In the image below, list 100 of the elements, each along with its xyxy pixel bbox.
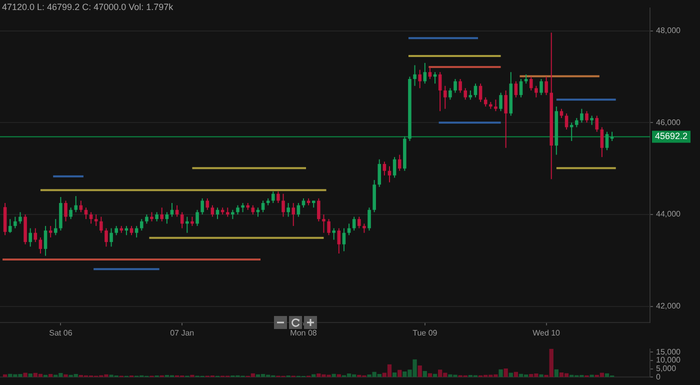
- candlestick: [236, 204, 240, 215]
- candlestick: [272, 191, 275, 204]
- bar: [48, 374, 53, 378]
- x-tick-label: Mon 08: [290, 328, 318, 338]
- candlestick: [605, 131, 609, 151]
- candlestick: [160, 207, 164, 222]
- candlestick: [74, 196, 78, 213]
- candlestick: [110, 228, 113, 248]
- candlestick: [100, 216, 103, 234]
- bar: [418, 366, 422, 378]
- bar: [312, 374, 316, 378]
- annotation: 47120.0 L: 46799.2 C: 47000.0 Vol: 1.797k: [2, 2, 174, 12]
- candlestick: [124, 225, 128, 236]
- candlestick: [499, 92, 502, 112]
- candlestick: [114, 225, 118, 236]
- candlestick: [534, 85, 538, 98]
- candlestick: [175, 204, 179, 218]
- candlestick: [196, 209, 199, 226]
- candlestick: [332, 228, 336, 240]
- y-tick-label: 10,000: [656, 356, 682, 365]
- candlestick: [524, 74, 528, 84]
- candlestick: [84, 207, 88, 220]
- candlestick: [342, 228, 346, 252]
- candlestick: [261, 200, 265, 213]
- candlestick: [388, 166, 392, 183]
- candlestick: [190, 216, 194, 226]
- candlestick: [226, 207, 230, 218]
- candlestick: [484, 96, 488, 108]
- candlestick: [454, 78, 457, 94]
- candlestick: [564, 112, 568, 130]
- candlestick: [18, 212, 22, 224]
- candlestick: [206, 198, 210, 210]
- candlestick: [28, 228, 32, 248]
- bar: [514, 372, 518, 378]
- candlestick: [104, 228, 108, 248]
- candlestick: [504, 90, 508, 148]
- bar: [432, 374, 438, 378]
- candlestick: [48, 225, 52, 238]
- candlestick: [362, 223, 366, 234]
- candlestick: [150, 212, 154, 222]
- candlestick: [347, 223, 351, 236]
- candlestick: [89, 212, 93, 224]
- bar: [392, 372, 397, 378]
- bar: [539, 374, 544, 378]
- candlestick: [438, 72, 442, 112]
- candlestick: [44, 225, 48, 256]
- candlestick: [251, 204, 255, 215]
- candlestick: [413, 64, 416, 86]
- candlestick: [210, 204, 214, 218]
- bar: [422, 371, 427, 378]
- x-tick-label: Tue 09: [412, 328, 438, 338]
- bar: [398, 370, 402, 378]
- candlestick: [200, 198, 204, 215]
- bar: [336, 374, 341, 378]
- candlestick: [337, 228, 341, 254]
- y-tick-label: 5,000: [656, 364, 677, 374]
- bar: [590, 374, 594, 378]
- candlestick: [368, 207, 371, 232]
- candlestick: [14, 216, 17, 229]
- candlestick: [130, 225, 134, 236]
- x-tick-label: Wed 10: [532, 328, 561, 338]
- y-tick-label: 0: [656, 372, 661, 382]
- candlestick: [282, 193, 285, 218]
- candlestick: [519, 78, 523, 98]
- candlestick: [428, 67, 432, 80]
- candlestick: [69, 207, 72, 220]
- y-tick-label: 15,000: [656, 347, 682, 356]
- candlestick: [276, 191, 280, 204]
- bar: [23, 372, 28, 378]
- candlestick: [145, 214, 148, 224]
- candlestick: [529, 76, 533, 91]
- candlestick: [302, 198, 306, 208]
- y-tick-label: 46,000: [656, 118, 682, 127]
- candlestick: [134, 225, 138, 238]
- candlestick: [286, 202, 290, 218]
- candlestick: [560, 108, 564, 119]
- candlestick: [398, 154, 402, 172]
- y-tick-label: 48,000: [656, 26, 682, 35]
- bar: [508, 372, 513, 378]
- candlestick: [464, 88, 468, 100]
- candlestick: [448, 88, 452, 100]
- bar: [190, 374, 194, 378]
- bar: [554, 369, 558, 378]
- ref-line-label: 45692.2: [655, 131, 688, 142]
- bar: [2, 374, 8, 378]
- x-tick-label: 07 Jan: [170, 328, 194, 338]
- candlestick: [170, 202, 174, 218]
- candlestick: [458, 78, 462, 94]
- candlestick: [140, 218, 144, 232]
- bar: [332, 374, 336, 378]
- candlestick: [231, 209, 234, 220]
- candlestick: [443, 85, 447, 110]
- bar: [428, 373, 432, 378]
- candlestick: [478, 83, 482, 102]
- candlestick: [241, 202, 244, 213]
- candlestick: [514, 80, 518, 98]
- candlestick: [317, 198, 320, 222]
- candlestick: [468, 90, 472, 100]
- bar: [64, 374, 68, 378]
- y-tick-label: 42,000: [656, 302, 682, 311]
